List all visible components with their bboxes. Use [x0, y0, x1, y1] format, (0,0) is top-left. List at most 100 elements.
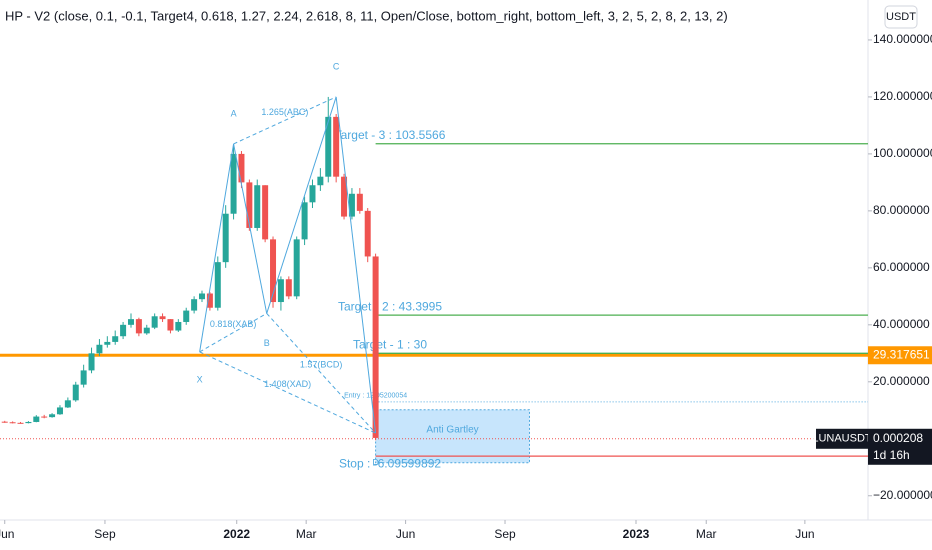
hline-price-box — [868, 346, 932, 365]
last-price-box — [868, 428, 932, 465]
pattern-point-label: C — [333, 61, 340, 71]
pattern-ratio-label: 1.265(ABC) — [261, 107, 308, 117]
candle-body — [262, 185, 269, 240]
level-label: Stop : -6.09599892 — [339, 456, 441, 470]
y-tick-label: 100.000000 — [873, 146, 932, 160]
pattern-ratio-line — [233, 96, 337, 145]
y-tick-label: 80.000000 — [873, 203, 930, 217]
hline-price-label: 29.317651 — [873, 347, 930, 361]
pattern-ratio-label: 1.57(BCD) — [300, 360, 343, 370]
y-tick-label: 60.000000 — [873, 260, 930, 274]
x-tick-label: 2023 — [623, 527, 650, 541]
level-label: Target - 2 : 43.3995 — [338, 299, 442, 313]
pattern-ratio-label: 0.818(XAB) — [210, 319, 257, 329]
candle-body — [167, 319, 174, 331]
indicator-title: HP - V2 (close, 0.1, -0.1, Target4, 0.61… — [5, 8, 728, 23]
candle-body — [333, 116, 340, 177]
candle-body — [135, 319, 142, 334]
y-tick-label: 20.000000 — [873, 374, 930, 388]
level-label: Target - 3 : 103.5566 — [335, 128, 446, 142]
candle-body — [254, 185, 261, 228]
symbol-label: LUNAUSDT — [812, 433, 872, 445]
candle-body — [112, 336, 119, 342]
candle-body — [183, 310, 190, 322]
x-tick-label: Jun — [396, 527, 415, 541]
countdown-label: 1d 16h — [873, 448, 910, 462]
candle-body — [80, 370, 87, 385]
candle-body — [214, 262, 221, 308]
candle-body — [206, 293, 213, 308]
y-tick-label: 140.000000 — [873, 32, 932, 46]
candle-body — [127, 319, 134, 325]
candle-body — [33, 416, 40, 422]
candle-body — [325, 116, 332, 177]
candle-body — [104, 341, 111, 345]
candle-body — [293, 239, 300, 297]
pattern-point-label: X — [197, 374, 203, 384]
candle-body — [120, 324, 127, 337]
candle-body — [222, 213, 229, 263]
candle-body — [317, 176, 324, 186]
candle-body — [270, 239, 277, 303]
x-tick-label: 2022 — [223, 527, 250, 541]
candle-body — [17, 422, 24, 424]
y-tick-label: −20.000000 — [873, 488, 932, 502]
candle-body — [1, 421, 8, 423]
y-tick-label: 40.000000 — [873, 317, 930, 331]
pattern-point-label: B — [264, 338, 270, 348]
x-tick-label: Jun — [795, 527, 814, 541]
candle-body — [238, 153, 245, 183]
x-tick-label: Mar — [696, 527, 717, 541]
candle-body — [277, 279, 284, 303]
pattern-ratio-line — [199, 312, 267, 353]
candle-body — [88, 353, 95, 371]
symbol-box — [816, 428, 868, 449]
candle-body — [72, 384, 79, 401]
pattern-leg — [199, 143, 235, 352]
currency-button[interactable] — [884, 5, 918, 29]
candle-body — [64, 400, 71, 408]
candle-body — [56, 407, 63, 415]
pattern-ratio-line — [266, 313, 376, 434]
pattern-box-label: Anti Gartley — [426, 424, 478, 435]
candle-body — [25, 421, 32, 424]
pattern-point-label: D — [372, 457, 379, 467]
candle-body — [364, 210, 371, 257]
candle-body — [230, 153, 237, 214]
pattern-box — [375, 409, 530, 464]
pattern-leg — [266, 96, 337, 314]
candle-body — [41, 416, 48, 418]
candle-body — [285, 279, 292, 297]
candle-body — [49, 414, 56, 418]
candle-body — [96, 344, 103, 354]
pattern-ratio-line — [199, 351, 376, 434]
pattern-ratio-label: 1.408(XAD) — [264, 379, 311, 389]
x-tick-label: Sep — [94, 527, 116, 541]
x-tick-label: Sep — [494, 527, 516, 541]
pattern-leg — [335, 96, 377, 434]
candle-body — [191, 299, 198, 311]
x-tick-label: Mar — [296, 527, 317, 541]
candle-body — [246, 182, 253, 228]
last-price-label: 0.000208 — [873, 431, 923, 445]
pattern-point-label: A — [231, 108, 237, 118]
candle-body — [143, 327, 150, 334]
candle-body — [151, 316, 158, 328]
candle-body — [9, 422, 16, 424]
candle-body — [372, 256, 379, 438]
level-label: Target - 1 : 30 — [353, 337, 427, 351]
candle-body — [199, 293, 206, 300]
pattern-leg — [233, 143, 268, 314]
currency-label[interactable]: USDT — [886, 11, 916, 23]
candle-body — [159, 316, 166, 320]
candle-body — [175, 321, 182, 331]
candle-body — [356, 193, 363, 211]
candle-body — [301, 202, 308, 240]
x-tick-label: Jun — [0, 527, 14, 541]
y-tick-label: 120.000000 — [873, 89, 932, 103]
candle-body — [309, 185, 316, 203]
candle-body — [341, 176, 348, 217]
candle-body — [348, 193, 355, 217]
